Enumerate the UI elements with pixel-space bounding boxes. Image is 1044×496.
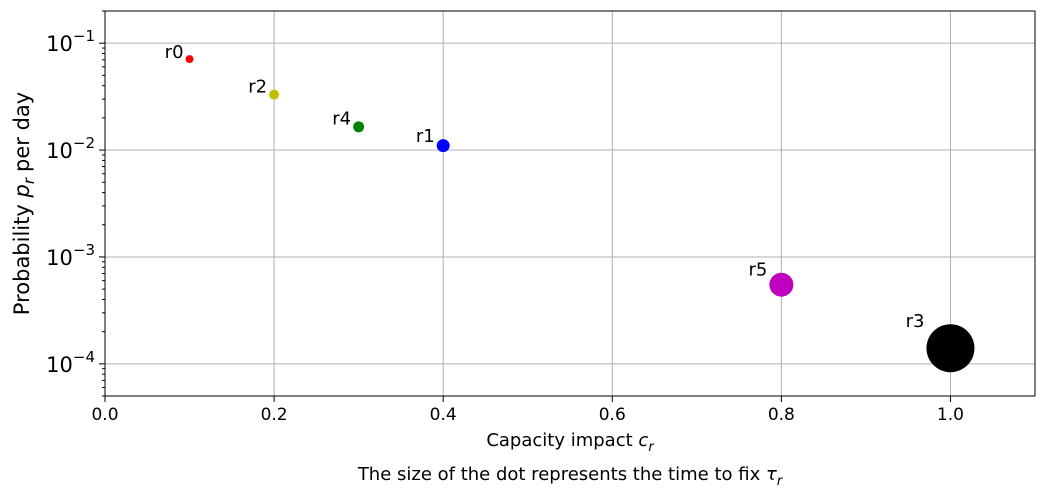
x-tick-label: 0.0 xyxy=(91,405,118,425)
plot-frame xyxy=(104,10,1036,397)
x-axis-label-text: Capacity impact xyxy=(486,430,632,451)
y-axis-label-suffix: per day xyxy=(10,92,34,172)
x-axis-label: Capacity impact cr xyxy=(486,430,655,455)
x-tick-label: 1.0 xyxy=(937,405,964,425)
y-axis-label: Probability pr per day xyxy=(10,92,38,315)
y-tick-label: 10−3 xyxy=(46,241,95,270)
data-point-r4 xyxy=(353,121,365,133)
y-axis-ticks: 10−4 10−3 10−2 10−1 xyxy=(46,10,105,397)
chart-caption: The size of the dot represents the time … xyxy=(357,464,784,489)
y-axis-label-text: Probability xyxy=(10,204,34,315)
grid xyxy=(105,11,1035,396)
x-axis-ticks: 0.0 0.2 0.4 0.6 0.8 1.0 xyxy=(91,396,964,425)
caption-sub: r xyxy=(777,474,784,489)
data-point-label-r0: r0 xyxy=(165,42,184,63)
y-tick-label: 10−1 xyxy=(46,27,95,56)
y-axis-label-symbol: p xyxy=(10,184,34,198)
scatter-points: r0 r2 r4 r1 r5 r3 xyxy=(165,42,975,373)
x-tick-label: 0.4 xyxy=(430,405,457,425)
data-point-r3 xyxy=(926,324,975,373)
y-axis-label-sub: r xyxy=(20,177,38,184)
data-point-label-r4: r4 xyxy=(332,108,351,129)
caption-symbol: τ xyxy=(766,464,777,485)
x-axis-label-sub: r xyxy=(648,440,655,455)
data-point-label-r2: r2 xyxy=(248,77,267,98)
x-tick-label: 0.2 xyxy=(261,405,288,425)
data-point-r5 xyxy=(769,272,794,297)
data-point-label-r3: r3 xyxy=(906,311,925,332)
x-tick-label: 0.8 xyxy=(768,405,795,425)
data-point-r2 xyxy=(269,89,280,100)
data-point-label-r5: r5 xyxy=(749,260,768,281)
y-tick-label: 10−2 xyxy=(46,134,95,163)
y-tick-label: 10−4 xyxy=(46,348,95,377)
data-point-r0 xyxy=(185,55,194,64)
caption-text: The size of the dot represents the time … xyxy=(357,464,761,485)
data-point-r1 xyxy=(436,139,450,153)
x-axis-label-symbol: c xyxy=(638,430,648,451)
x-tick-label: 0.6 xyxy=(599,405,626,425)
data-point-label-r1: r1 xyxy=(416,126,435,147)
